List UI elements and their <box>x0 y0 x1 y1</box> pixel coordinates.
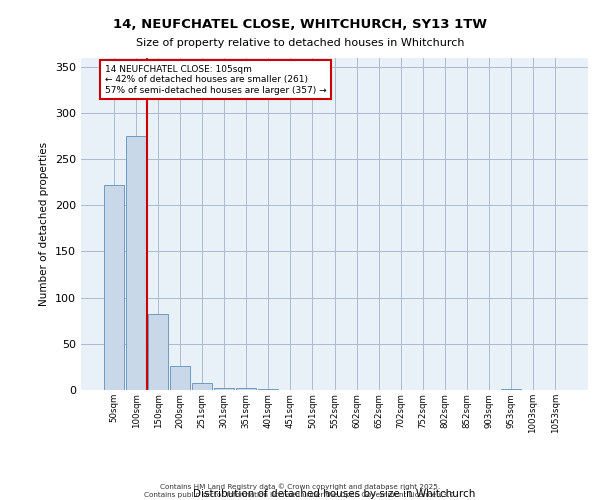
Bar <box>148 314 168 390</box>
Text: Contains HM Land Registry data © Crown copyright and database right 2025.
Contai: Contains HM Land Registry data © Crown c… <box>144 484 456 498</box>
Bar <box>126 136 146 390</box>
Text: Size of property relative to detached houses in Whitchurch: Size of property relative to detached ho… <box>136 38 464 48</box>
Y-axis label: Number of detached properties: Number of detached properties <box>40 142 49 306</box>
Bar <box>170 366 190 390</box>
Bar <box>259 389 278 390</box>
Bar <box>501 389 521 390</box>
Bar <box>214 388 234 390</box>
Bar <box>192 382 212 390</box>
Bar <box>104 185 124 390</box>
Text: 14 NEUFCHATEL CLOSE: 105sqm
← 42% of detached houses are smaller (261)
57% of se: 14 NEUFCHATEL CLOSE: 105sqm ← 42% of det… <box>105 65 326 94</box>
Bar <box>236 388 256 390</box>
Text: 14, NEUFCHATEL CLOSE, WHITCHURCH, SY13 1TW: 14, NEUFCHATEL CLOSE, WHITCHURCH, SY13 1… <box>113 18 487 30</box>
X-axis label: Distribution of detached houses by size in Whitchurch: Distribution of detached houses by size … <box>193 488 476 498</box>
